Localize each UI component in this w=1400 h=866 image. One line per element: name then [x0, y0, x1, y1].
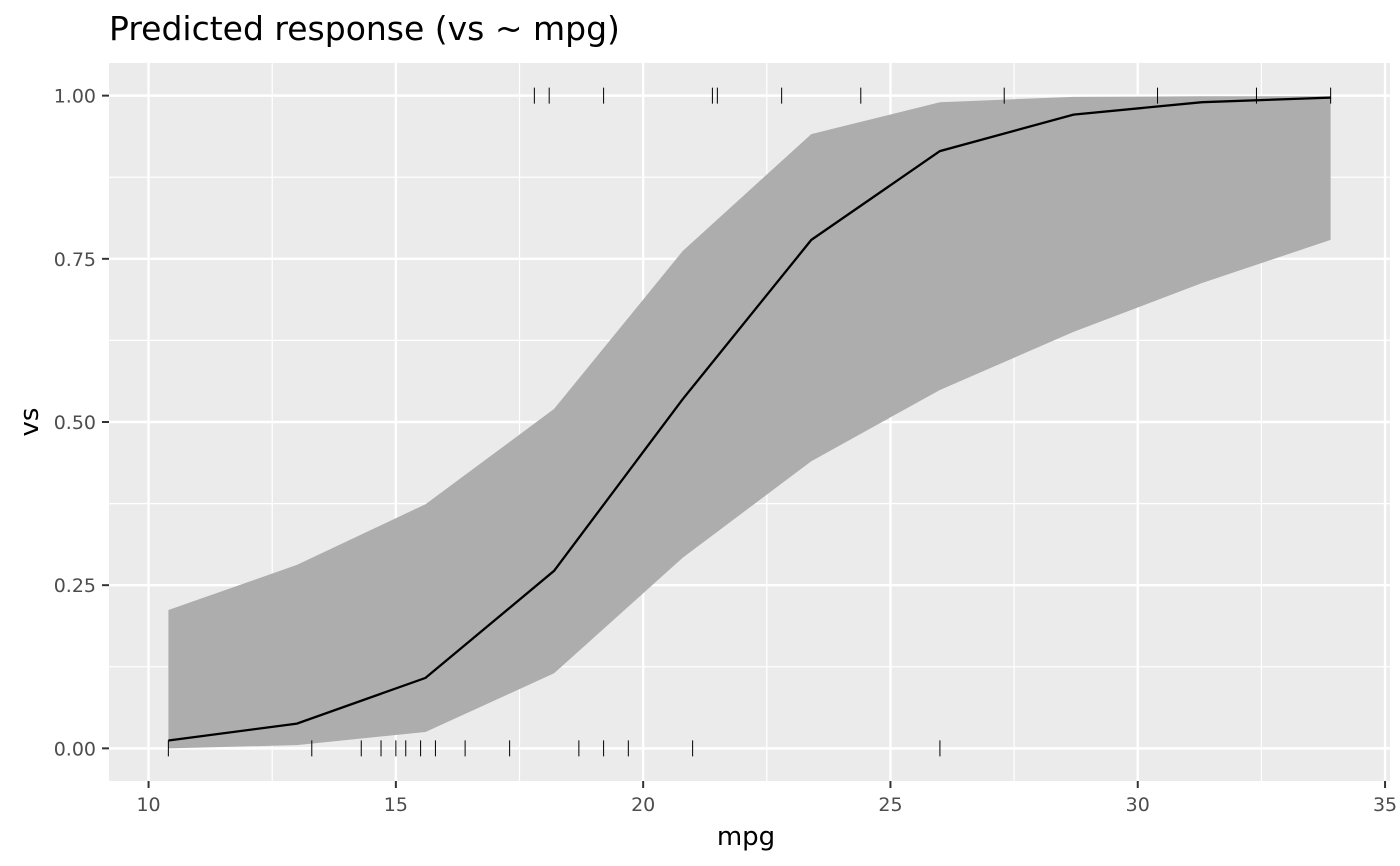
x-tick-label: 10	[136, 794, 160, 816]
x-tick-label: 35	[1373, 794, 1397, 816]
y-tick-label: 0.50	[54, 412, 96, 434]
y-tick-label: 0.75	[54, 249, 96, 271]
y-tick-label: 0.00	[54, 738, 96, 760]
y-tick-label: 0.25	[54, 575, 96, 597]
y-axis: 0.00 0.25 0.50 0.75 1.00	[54, 86, 109, 760]
confidence-band	[168, 96, 1331, 749]
y-axis-title: vs	[15, 408, 45, 437]
rug-marks	[167, 87, 1332, 757]
chart-title: Predicted response (vs ~ mpg)	[109, 9, 620, 48]
x-axis-title: mpg	[717, 822, 775, 852]
prediction-line	[168, 96, 1331, 742]
x-tick-label: 20	[631, 794, 655, 816]
x-axis: 10 15 20 25 30 35	[136, 781, 1397, 816]
y-tick-label: 1.00	[54, 86, 96, 108]
confidence-ribbon	[168, 96, 1331, 749]
prediction-line-layer	[168, 96, 1331, 742]
x-tick-label: 30	[1126, 794, 1150, 816]
x-tick-label: 15	[384, 794, 408, 816]
x-tick-label: 25	[878, 794, 902, 816]
